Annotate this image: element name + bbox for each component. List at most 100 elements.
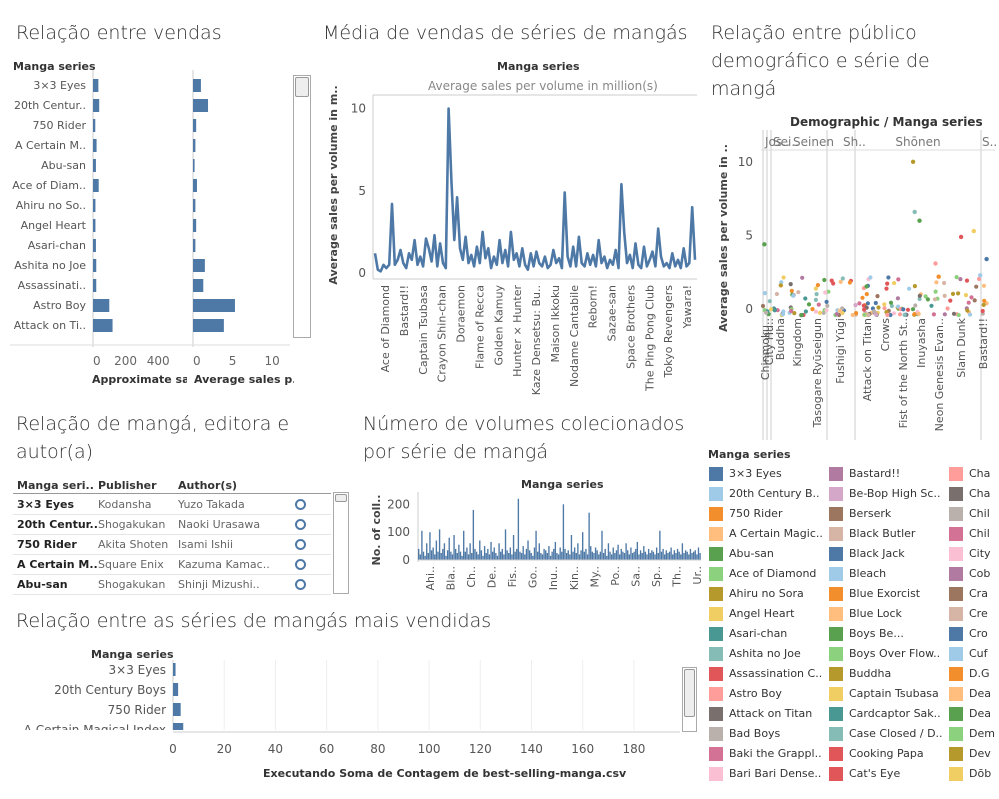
publico-point: [873, 312, 879, 317]
legend-item[interactable]: Cat's Eye: [829, 764, 947, 784]
legend-item[interactable]: Assassination C..: [709, 664, 827, 684]
legend-item[interactable]: A Certain Magic..: [709, 524, 827, 544]
legend-item[interactable]: Black Jack: [829, 544, 947, 564]
legend-item[interactable]: Dea: [949, 704, 999, 724]
publico-point: [981, 283, 987, 288]
chart-vendas-scroll-thumb[interactable]: [295, 77, 309, 97]
legend-item[interactable]: Attack on Titan: [709, 704, 827, 724]
publico-point: [966, 300, 971, 305]
table-cell-publisher: Square Enix: [98, 558, 164, 571]
publico-xtick: Attack on Titan: [861, 318, 874, 401]
table-row[interactable]: Abu-san Shogakukan Shinji Mizushi..: [13, 575, 333, 595]
legend-item[interactable]: Cuf: [949, 644, 999, 664]
publico-point: [951, 311, 957, 316]
legend-item[interactable]: Abu-san: [709, 544, 827, 564]
legend-item[interactable]: City: [949, 544, 999, 564]
legend-item[interactable]: Cha: [949, 464, 999, 484]
volumes-bar: [496, 555, 499, 560]
legend-label: Cuf: [969, 647, 988, 660]
legend-item[interactable]: Dea: [949, 684, 999, 704]
legend-item[interactable]: D.G: [949, 664, 999, 684]
media-ytick: 0: [358, 266, 366, 280]
legend-item[interactable]: Cooking Papa: [829, 744, 947, 764]
media-xtick: Hunter × Hunter: [511, 285, 524, 377]
publico-point: [875, 294, 880, 299]
volumes-bar: [601, 530, 603, 560]
legend-item[interactable]: Dev: [949, 744, 999, 764]
legend-item[interactable]: Dōb: [949, 764, 999, 784]
volumes-bar: [649, 553, 651, 560]
legend-item[interactable]: Bleach: [829, 564, 947, 584]
legend-item[interactable]: 750 Rider: [709, 504, 827, 524]
legend-item[interactable]: Cardcaptor Sak..: [829, 704, 947, 724]
publico-xtick: Bastard!!: [977, 318, 990, 369]
legend-item[interactable]: 3×3 Eyes: [709, 464, 827, 484]
vendas-tick: 400: [147, 354, 170, 368]
table-row[interactable]: A Certain M.. Square Enix Kazuma Kamac..: [13, 555, 333, 575]
table-scrollbar[interactable]: [333, 492, 349, 594]
legend-item[interactable]: Cob: [949, 564, 999, 584]
table-row[interactable]: 3×3 Eyes Kodansha Yuzo Takada: [13, 495, 333, 515]
chart-vendas-scrollbar[interactable]: [293, 75, 311, 338]
legend-swatch: [709, 487, 723, 501]
legend-item[interactable]: Berserk: [829, 504, 947, 524]
publico-point: [862, 307, 867, 312]
legend-label: Cre: [969, 607, 988, 620]
table-row[interactable]: 20th Centur.. Shogakukan Naoki Urasawa: [13, 515, 333, 535]
legend-item[interactable]: Angel Heart: [709, 604, 827, 624]
legend-item[interactable]: Cre: [949, 604, 999, 624]
volumes-bar: [533, 547, 536, 560]
legend-item[interactable]: Cha: [949, 484, 999, 504]
legend-swatch: [829, 727, 843, 741]
table-scroll-thumb[interactable]: [335, 494, 347, 502]
publico-point: [876, 305, 881, 310]
publico-point: [885, 281, 890, 286]
publico-point: [796, 290, 801, 295]
volumes-bar: [528, 550, 531, 560]
legend-item[interactable]: Baki the Grappl..: [709, 744, 827, 764]
legend-swatch: [949, 647, 963, 661]
legend-item[interactable]: Ashita no Joe: [709, 644, 827, 664]
vendas-row-label: 3×3 Eyes: [33, 79, 86, 92]
legend-item[interactable]: Boys Over Flow..: [829, 644, 947, 664]
mais-xtick: 120: [469, 742, 492, 756]
legend-item[interactable]: Cro: [949, 624, 999, 644]
publico-point: [837, 308, 842, 313]
legend-item[interactable]: Ace of Diamond: [709, 564, 827, 584]
volumes-bar: [607, 543, 610, 560]
legend-item[interactable]: Bastard!!: [829, 464, 947, 484]
legend-item[interactable]: Astro Boy: [709, 684, 827, 704]
media-xtick: Flame of Recca: [473, 285, 486, 369]
volumes-bar: [422, 551, 425, 560]
legend-item[interactable]: Bari Bari Dense..: [709, 764, 827, 784]
legend-item[interactable]: Dem: [949, 724, 999, 744]
table-row[interactable]: 750 Rider Akita Shoten Isami Ishii: [13, 535, 333, 555]
vendas-bar-0: [93, 279, 97, 292]
legend-item[interactable]: Blue Exorcist: [829, 584, 947, 604]
publico-xtick: Fist of the North St..: [897, 318, 910, 428]
legend-item[interactable]: Boys Be...: [829, 624, 947, 644]
legend-item[interactable]: Cra: [949, 584, 999, 604]
volumes-bar: [508, 553, 510, 560]
chart-mais-vendidas-scroll-thumb[interactable]: [684, 669, 695, 717]
legend-item[interactable]: Captain Tsubasa: [829, 684, 947, 704]
legend-item[interactable]: Blue Lock: [829, 604, 947, 624]
chart-mais-vendidas-scrollbar[interactable]: [682, 667, 697, 732]
legend-item[interactable]: Asari-chan: [709, 624, 827, 644]
volumes-xtick: Ch..: [465, 566, 478, 588]
mais-xtick: 40: [268, 742, 283, 756]
legend-item[interactable]: Ahiru no Sora: [709, 584, 827, 604]
volumes-bar: [596, 550, 598, 560]
legend-item[interactable]: Black Butler: [829, 524, 947, 544]
volumes-bar: [557, 554, 560, 560]
legend-item[interactable]: Bad Boys: [709, 724, 827, 744]
volumes-bar: [522, 546, 524, 560]
legend-item[interactable]: Chil: [949, 524, 999, 544]
legend-item[interactable]: Chil: [949, 504, 999, 524]
legend-item[interactable]: Be-Bop High Sc..: [829, 484, 947, 504]
legend-item[interactable]: Case Closed / D..: [829, 724, 947, 744]
legend-item[interactable]: Buddha: [829, 664, 947, 684]
volumes-bar: [659, 530, 661, 560]
legend-item[interactable]: 20th Century B..: [709, 484, 827, 504]
table-cell-publisher: Kodansha: [98, 498, 152, 511]
